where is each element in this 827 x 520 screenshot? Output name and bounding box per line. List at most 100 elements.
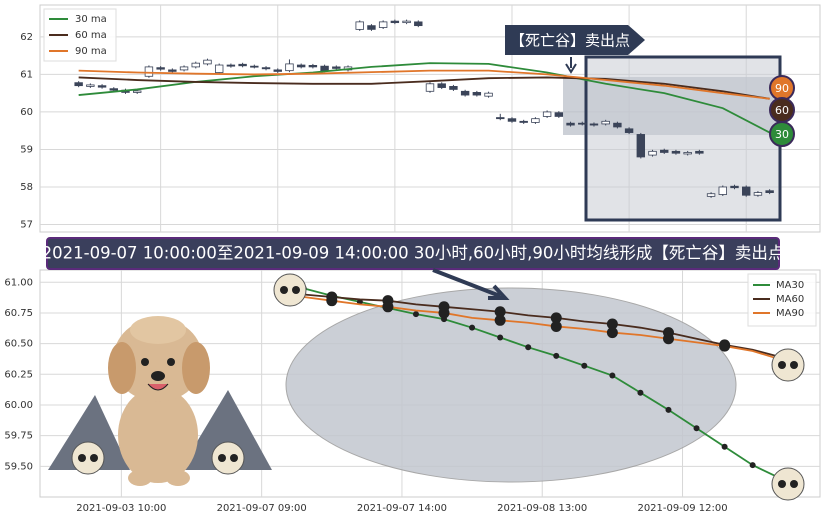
annotation-banner (505, 25, 645, 55)
candle-body (367, 25, 376, 30)
legend-label: 90 ma (75, 46, 107, 57)
marker (525, 344, 532, 351)
candle-body (273, 69, 282, 72)
end-label: 60 (775, 104, 789, 117)
marker (662, 333, 674, 345)
marker (469, 324, 476, 331)
marker (749, 462, 756, 469)
candle-body (390, 20, 400, 24)
candle-body (203, 59, 212, 65)
candle-body (378, 21, 388, 28)
candle-body (683, 152, 692, 155)
end-badge (769, 121, 795, 147)
marker (494, 306, 506, 318)
candle-body (109, 88, 118, 91)
candle-body (484, 92, 493, 97)
annotation-arrow (565, 57, 577, 74)
marker (550, 312, 562, 324)
candle-body (742, 186, 751, 196)
marker (494, 314, 506, 326)
candle-body (168, 69, 177, 72)
decoration (285, 55, 785, 483)
candle-body (261, 67, 271, 70)
candle-body (718, 186, 727, 195)
candle-body (660, 149, 669, 153)
marker (609, 372, 616, 379)
marker (581, 362, 588, 369)
candle-body (589, 123, 599, 126)
candle-body (86, 84, 95, 87)
candle-body (601, 120, 610, 125)
skull (71, 441, 105, 475)
marker (412, 311, 419, 318)
marker (665, 406, 672, 413)
marker (553, 352, 560, 359)
candle-body (74, 82, 83, 87)
end-label: 90 (775, 82, 789, 95)
candle-body (402, 20, 411, 24)
skull-eye (90, 454, 98, 462)
marker (326, 295, 338, 307)
y-tick-label: 62 (20, 32, 33, 43)
y-tick-label: 61.00 (4, 277, 33, 288)
candle-body (250, 65, 259, 68)
candle-body (449, 86, 458, 90)
candle-body (730, 185, 739, 189)
skull-eye (230, 454, 238, 462)
candle-body (472, 92, 482, 96)
annotation-text: 【死亡谷】卖出点 (510, 32, 630, 50)
x-tick-label: 2021-09-09 12:00 (637, 503, 727, 514)
candle-body (624, 128, 634, 133)
candle-body (296, 64, 306, 68)
candle-body (765, 190, 774, 194)
skull-eye (78, 454, 86, 462)
candle-body (355, 21, 364, 30)
candle-body (156, 67, 165, 70)
marker (606, 327, 618, 339)
candle-body (706, 193, 716, 197)
y-tick-label: 59.75 (4, 431, 33, 442)
marker (721, 443, 728, 450)
candle-body (320, 65, 329, 72)
pointer-arrow (432, 268, 510, 300)
marker (438, 307, 450, 319)
marks (74, 19, 787, 482)
y-tick-label: 60.25 (4, 369, 33, 380)
skull-eye (280, 286, 288, 294)
ma-line (78, 69, 770, 100)
candle-body (671, 150, 681, 154)
candle-body (97, 85, 107, 88)
marker (606, 318, 618, 330)
candle-body (332, 66, 341, 69)
skull-eye (778, 480, 786, 488)
y-tick-label: 59 (20, 144, 33, 155)
skull-illustrations (71, 273, 805, 501)
candle-body (648, 150, 657, 156)
x-tick-label: 2021-09-03 10:00 (76, 503, 166, 514)
y-tick-label: 58 (20, 182, 33, 193)
candle-body (460, 90, 470, 96)
candle-body (566, 122, 575, 126)
highlight-ellipse (285, 287, 737, 483)
candle-body (554, 112, 564, 117)
mountain (48, 395, 130, 470)
candle-body (226, 64, 236, 67)
candle-body (308, 65, 318, 68)
mountain (180, 390, 272, 470)
candle-body (496, 117, 505, 120)
candle-body (214, 64, 224, 73)
y-tick-label: 59.50 (4, 461, 33, 472)
skull (771, 348, 805, 382)
skull-eye (218, 454, 226, 462)
candle-body (578, 122, 587, 125)
legend-label: 30 ma (75, 14, 107, 25)
candle-body (425, 83, 435, 92)
marker (719, 340, 731, 352)
legend-label: 60 ma (75, 30, 107, 41)
end-label: 30 (775, 128, 789, 141)
skull (771, 467, 805, 501)
y-tick-label: 60.75 (4, 308, 33, 319)
y-tick-label: 60.00 (4, 400, 33, 411)
